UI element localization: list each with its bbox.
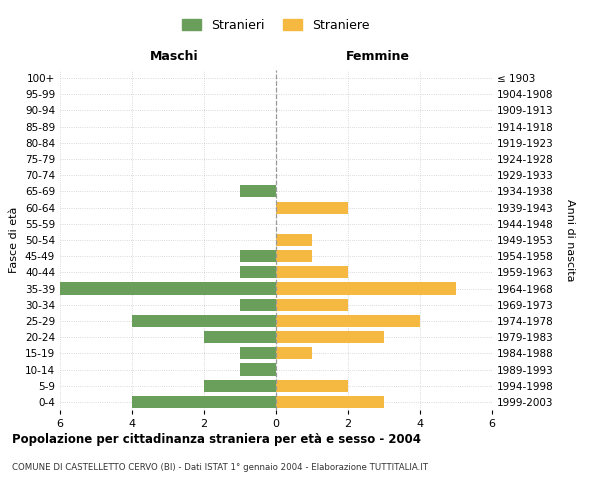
Bar: [204, 331, 276, 343]
Bar: [276, 250, 312, 262]
Bar: [276, 266, 348, 278]
Bar: [204, 380, 276, 392]
Text: Femmine: Femmine: [346, 50, 410, 62]
Text: Popolazione per cittadinanza straniera per età e sesso - 2004: Popolazione per cittadinanza straniera p…: [12, 432, 421, 446]
Bar: [276, 282, 456, 294]
Y-axis label: Anni di nascita: Anni di nascita: [565, 198, 575, 281]
Bar: [240, 250, 276, 262]
Bar: [240, 348, 276, 360]
Bar: [276, 331, 384, 343]
Bar: [276, 315, 420, 327]
Bar: [132, 315, 276, 327]
Bar: [276, 348, 312, 360]
Bar: [240, 364, 276, 376]
Text: COMUNE DI CASTELLETTO CERVO (BI) - Dati ISTAT 1° gennaio 2004 - Elaborazione TUT: COMUNE DI CASTELLETTO CERVO (BI) - Dati …: [12, 462, 428, 471]
Bar: [240, 186, 276, 198]
Y-axis label: Fasce di età: Fasce di età: [10, 207, 19, 273]
Bar: [276, 298, 348, 311]
Bar: [276, 202, 348, 213]
Bar: [276, 234, 312, 246]
Bar: [276, 396, 384, 408]
Legend: Stranieri, Straniere: Stranieri, Straniere: [178, 14, 374, 37]
Bar: [24, 282, 276, 294]
Bar: [132, 396, 276, 408]
Bar: [276, 380, 348, 392]
Bar: [240, 298, 276, 311]
Text: Maschi: Maschi: [149, 50, 199, 62]
Bar: [240, 266, 276, 278]
